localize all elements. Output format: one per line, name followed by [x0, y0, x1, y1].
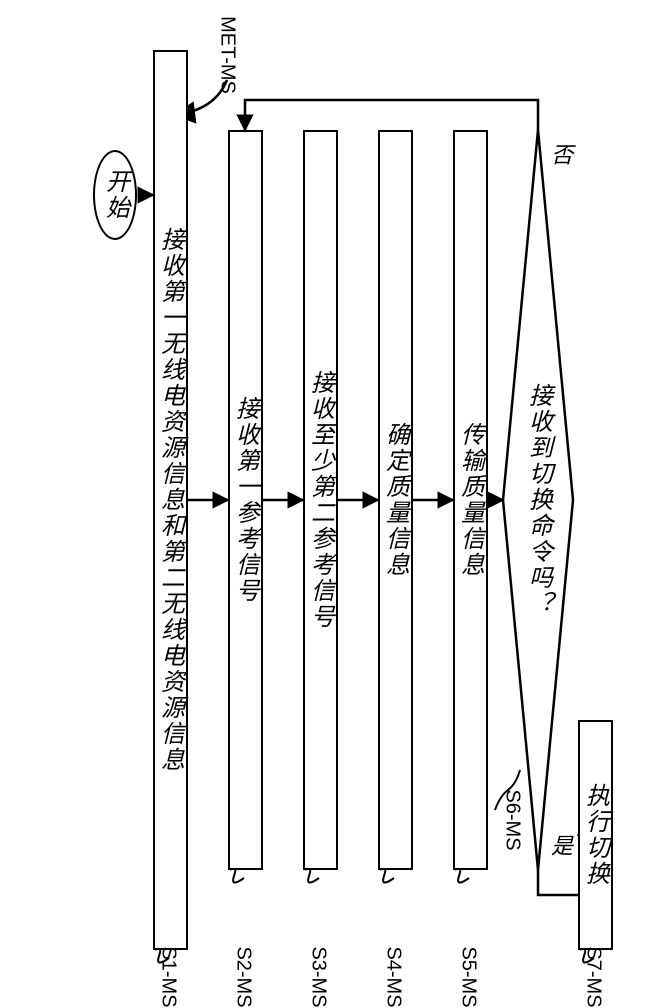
step-text-s1: 接收第一无线电资源信息和第二无线电资源信息: [153, 227, 188, 773]
step-text-s7: 执行切换: [578, 783, 613, 887]
decision-id: S6-MS: [501, 789, 524, 850]
step-id-s1: S1-MS: [157, 946, 180, 1007]
decision-yes-label: 是: [544, 834, 576, 858]
diagram-title-label: MET-MS: [216, 16, 239, 94]
step-id-s3: S3-MS: [307, 946, 330, 1007]
step-id-s7: S7-MS: [582, 946, 605, 1007]
step-text-s5: 传输质量信息: [453, 422, 488, 578]
step-text-s4: 确定质量信息: [378, 422, 413, 578]
flowchart-canvas: 开始 接收第一无线电资源信息和第二无线电资源信息 S1-MS 接收第一参考信号 …: [0, 0, 647, 1000]
decision-no-label: 否: [544, 143, 576, 167]
decision-text: 接收到切换命令吗？: [521, 383, 556, 617]
step-id-s4: S4-MS: [382, 946, 405, 1007]
step-id-s5: S5-MS: [457, 946, 480, 1007]
step-text-s3: 接收至少第二参考信号: [303, 370, 338, 630]
step-id-s2: S2-MS: [232, 946, 255, 1007]
step-text-s2: 接收第一参考信号: [228, 396, 263, 604]
start-label: 开始: [98, 169, 133, 221]
